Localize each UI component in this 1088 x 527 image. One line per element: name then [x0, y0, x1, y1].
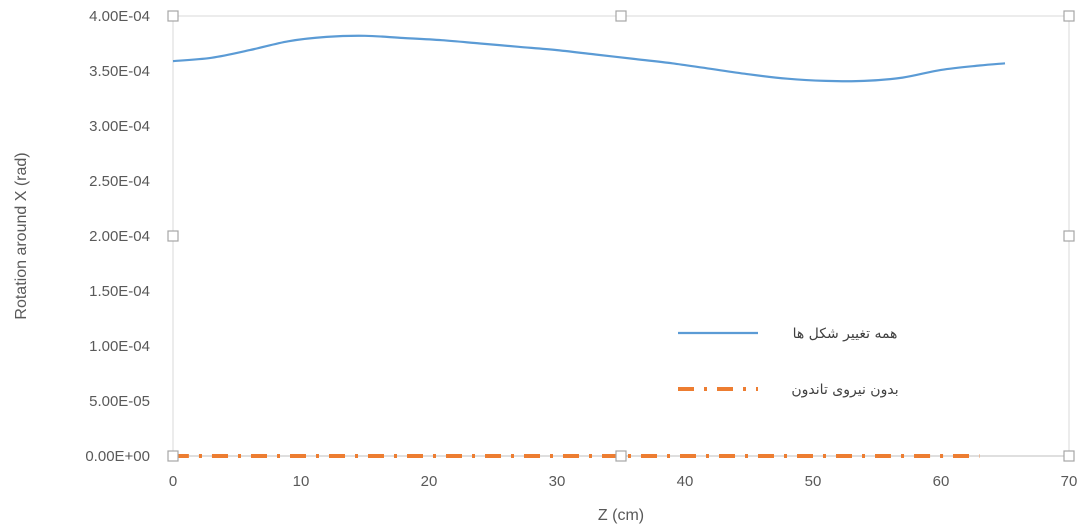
y-tick-label: 2.50E-04: [89, 173, 150, 190]
resize-handle[interactable]: [167, 450, 179, 462]
x-tick-label: 60: [933, 473, 950, 490]
series-lines: [172, 34, 1006, 458]
y-tick-label: 0.00E+00: [85, 448, 150, 465]
y-tick-label: 1.50E-04: [89, 283, 150, 300]
series-line-1: [172, 34, 1006, 83]
plot-frame: [172, 15, 1070, 457]
y-tick-label: 4.00E-04: [89, 8, 150, 25]
legend: همه تغییر شکل ها بدون نیروی تاندون: [678, 326, 899, 398]
y-axis-ticks: 0.00E+00 5.00E-05 1.00E-04 1.50E-04 2.00E-04…: [85, 8, 150, 465]
y-axis-title: Rotation around X (rad): [13, 152, 30, 319]
legend-label-series-2: بدون نیروی تاندون: [791, 382, 898, 398]
resize-handle[interactable]: [1063, 230, 1075, 242]
y-tick-label: 3.00E-04: [89, 118, 150, 135]
resize-handle[interactable]: [615, 10, 627, 22]
x-tick-label: 40: [677, 473, 694, 490]
legend-label-series-1: همه تغییر شکل ها: [793, 326, 898, 342]
selection-handles: [167, 10, 1075, 462]
x-tick-label: 0: [169, 473, 177, 490]
x-tick-label: 30: [549, 473, 566, 490]
resize-handle[interactable]: [1063, 10, 1075, 22]
resize-handle[interactable]: [615, 450, 627, 462]
x-tick-label: 10: [293, 473, 310, 490]
x-tick-label: 50: [805, 473, 822, 490]
resize-handle[interactable]: [1063, 450, 1075, 462]
x-tick-label: 70: [1061, 473, 1078, 490]
resize-handle[interactable]: [167, 230, 179, 242]
y-tick-label: 1.00E-04: [89, 338, 150, 355]
y-tick-label: 2.00E-04: [89, 228, 150, 245]
y-tick-label: 5.00E-05: [89, 393, 150, 410]
x-tick-label: 20: [421, 473, 438, 490]
y-tick-label: 3.50E-04: [89, 63, 150, 80]
x-axis-ticks: 0 10 20 30 40 50 60 70: [169, 473, 1078, 490]
plot-border: [172, 15, 1070, 457]
x-axis-title: Z (cm): [598, 507, 644, 524]
resize-handle[interactable]: [167, 10, 179, 22]
